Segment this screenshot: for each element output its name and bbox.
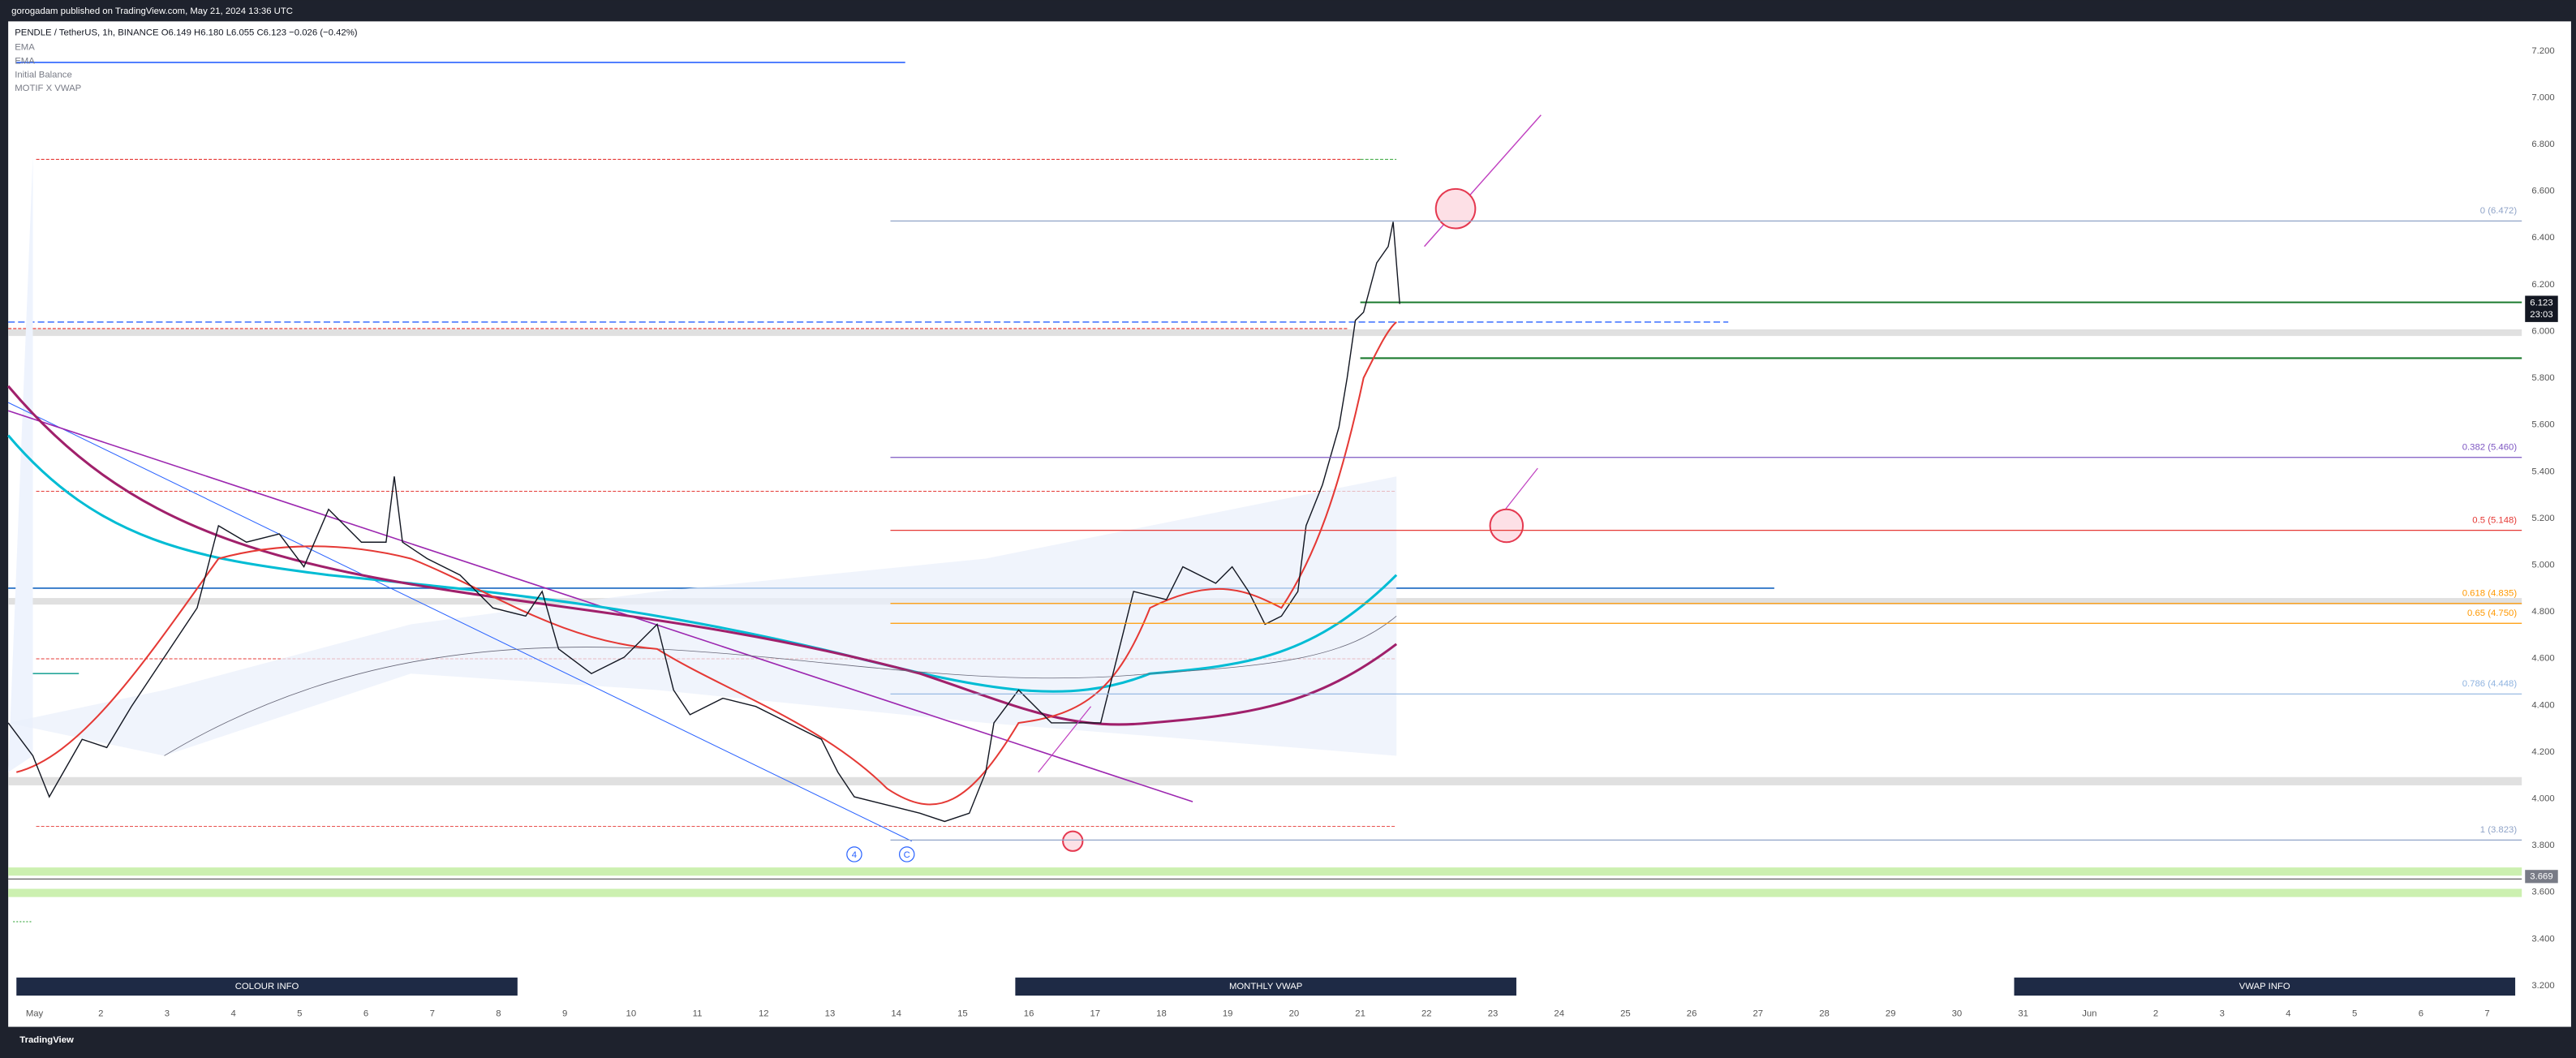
indicator-name: MOTIF X VWAP [15,84,81,93]
time-label: 21 [1355,1009,1365,1018]
price-marker-badge [2525,870,2558,884]
time-label: 6 [2419,1009,2423,1018]
wave-label: C [904,850,910,860]
time-label: 20 [1289,1009,1300,1018]
info-panel [2014,977,2516,996]
time-label: 7 [430,1009,435,1018]
price-tick: 5.800 [2531,373,2554,383]
time-label: 31 [2018,1009,2028,1018]
time-label: 27 [1753,1009,1764,1018]
fib-label: 0.5 (5.148) [2472,516,2517,526]
fib-label: 0.786 (4.448) [2462,679,2518,689]
time-label: 12 [759,1009,769,1018]
time-label: 19 [1223,1009,1233,1018]
indicator-name: EMA [15,57,35,67]
time-label: 30 [1952,1009,1963,1018]
price-tick: 3.600 [2531,888,2554,897]
price-tick: 5.600 [2531,420,2554,430]
price-tick: 6.200 [2531,280,2554,290]
price-tick: 4.200 [2531,747,2554,757]
indicator-name: Initial Balance [15,70,72,80]
price-tick: 3.800 [2531,841,2554,850]
time-label: 4 [230,1009,235,1018]
price-tick: 6.000 [2531,326,2554,336]
fib-label: 1 (3.823) [2480,825,2518,835]
info-panel-label: VWAP INFO [2239,982,2290,991]
price-tick: 4.800 [2531,607,2554,617]
price-marker: 3.669 [2530,871,2552,881]
time-label: 6 [363,1009,368,1018]
publisher: gorogadam published on TradingView.com, … [11,6,293,16]
price-tick: 5.000 [2531,560,2554,570]
time-label: 16 [1024,1009,1034,1018]
time-label: 26 [1687,1009,1697,1018]
price-tick: 4.600 [2531,654,2554,664]
price-tick: 6.800 [2531,140,2554,149]
time-label: 15 [957,1009,968,1018]
time-label: 25 [1620,1009,1631,1018]
countdown: 23:03 [2530,310,2552,320]
info-panel-label: MONTHLY VWAP [1229,982,1302,991]
last-price-badge [2525,295,2558,322]
time-label: 8 [496,1009,501,1018]
time-label: 24 [1554,1009,1564,1018]
time-label: 2 [98,1009,103,1018]
time-label: 5 [297,1009,302,1018]
price-tick: 5.400 [2531,467,2554,476]
fib-label: 0.382 (5.460) [2462,443,2518,453]
time-label: Jun [2082,1009,2096,1018]
time-label: 7 [2484,1009,2489,1018]
time-label: 3 [2220,1009,2225,1018]
fib-label: 0.65 (4.750) [2467,609,2517,618]
price-tick: 6.400 [2531,233,2554,243]
price-tick: 7.200 [2531,46,2554,56]
time-label: 18 [1156,1009,1167,1018]
wave-label: 4 [852,850,857,860]
time-label: 5 [2352,1009,2357,1018]
symbol-name: PENDLE / TetherUS, 1h, BINANCE [15,28,159,38]
symbol: PENDLE / TetherUS, 1h, BINANCE O6.149 H6… [15,28,358,38]
time-label: 2 [2153,1009,2158,1018]
time-label: 13 [825,1009,836,1018]
time-label: 4 [2286,1009,2290,1018]
time-label: 9 [562,1009,567,1018]
ohlc: O6.149 H6.180 L6.055 C6.123 −0.026 (−0.4… [161,28,358,38]
price-tick: 3.200 [2531,981,2554,991]
time-label: 14 [891,1009,901,1018]
dynamic: EMA EMA Initial Balance MOTIF X VWAP 7.200 7.… [15,43,2558,1045]
time-label: 3 [165,1009,170,1018]
fib-label: 0.618 (4.835) [2462,589,2518,599]
brand: TradingView [19,1035,74,1045]
drawings [6,62,2522,923]
price-tick: 3.400 [2531,934,2554,944]
time-label: May [26,1009,44,1018]
price-tick: 4.000 [2531,794,2554,804]
time-label: 22 [1421,1009,1432,1018]
indicator-name: EMA [15,43,35,53]
fib-label: 0 (6.472) [2480,206,2518,216]
time-label: 17 [1090,1009,1100,1018]
price-tick: 7.000 [2531,92,2554,102]
time-label: 23 [1488,1009,1499,1018]
time-label: 29 [1886,1009,1896,1018]
price-tick: 5.200 [2531,514,2554,523]
price-tick: 6.600 [2531,187,2554,196]
price-tick: 4.400 [2531,700,2554,710]
time-label: 10 [626,1009,637,1018]
info-panel [16,977,518,996]
info-panel [1015,977,1516,996]
time-label: 28 [1819,1009,1830,1018]
time-label: 11 [693,1009,703,1018]
last-price: 6.123 [2530,299,2552,308]
info-panel-label: COLOUR INFO [235,982,299,991]
